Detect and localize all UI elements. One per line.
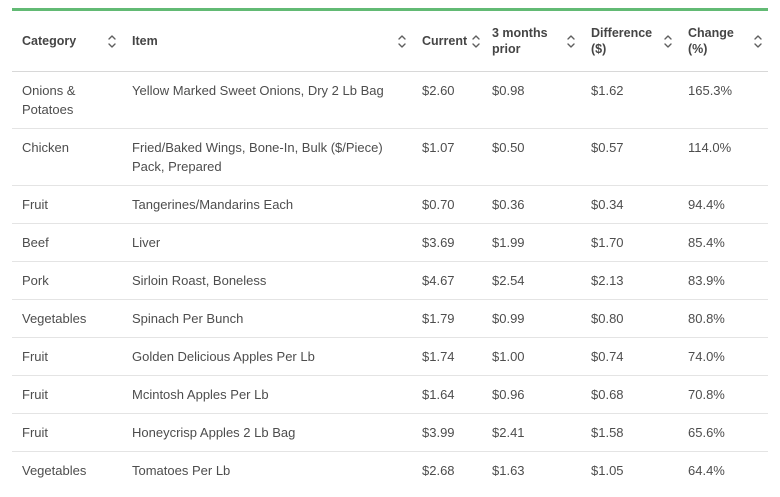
cell-current: $2.68 bbox=[422, 463, 455, 478]
table-row: Pork Sirloin Roast, Boneless $4.67 $2.54 $2.… bbox=[12, 261, 768, 300]
cell-prior: $0.99 bbox=[482, 299, 581, 338]
cell-difference: $0.68 bbox=[581, 375, 678, 414]
cell-current: $1.74 bbox=[412, 337, 482, 376]
cell-prior: $0.50 bbox=[482, 128, 581, 186]
price-change-table: Category Item Current bbox=[12, 11, 768, 489]
cell-change: 83.9% bbox=[678, 261, 768, 300]
table-header: Category Item Current bbox=[12, 11, 768, 72]
sort-icon-current[interactable] bbox=[471, 33, 481, 50]
cell-category: Fruit bbox=[12, 375, 122, 414]
cell-current: $1.07 bbox=[412, 128, 482, 186]
cell-item: Yellow Marked Sweet Onions, Dry 2 Lb Bag bbox=[122, 71, 412, 129]
cell-prior: $1.99 bbox=[482, 223, 581, 262]
cell-prior: $2.41 bbox=[482, 413, 581, 452]
cell-item: Spinach Per Bunch bbox=[122, 299, 412, 338]
cell-change: 165.3% bbox=[678, 71, 768, 129]
sort-icon-category[interactable] bbox=[107, 33, 117, 50]
price-change-table-container: Category Item Current bbox=[12, 8, 768, 489]
cell-difference: $1.58 bbox=[581, 413, 678, 452]
cell-prior: $2.54 bbox=[482, 261, 581, 300]
cell-current: $2.60 bbox=[412, 71, 482, 129]
cell-change: 85.4% bbox=[678, 223, 768, 262]
cell-category: Fruit bbox=[12, 185, 122, 224]
cell-current: $3.69 bbox=[412, 223, 482, 262]
cell-difference: $0.80 bbox=[581, 299, 678, 338]
cell-difference: $1.62 bbox=[581, 71, 678, 129]
column-label-3-months-prior: 3 months prior bbox=[492, 26, 548, 56]
cell-item: Fried/Baked Wings, Bone-In, Bulk ($/Piec… bbox=[122, 128, 412, 186]
cell-item: Mcintosh Apples Per Lb bbox=[122, 375, 412, 414]
cell-difference: $0.57 bbox=[581, 128, 678, 186]
cell-change: 64.4% bbox=[688, 463, 725, 478]
column-header-current[interactable]: Current bbox=[412, 11, 482, 72]
cell-difference: $1.05 bbox=[591, 463, 624, 478]
column-header-difference[interactable]: Difference ($) bbox=[581, 11, 678, 72]
cell-difference: $0.34 bbox=[581, 185, 678, 224]
cell-current: $1.64 bbox=[412, 375, 482, 414]
table-row: Onions & Potatoes Yellow Marked Sweet Oni… bbox=[12, 71, 768, 129]
cell-prior: $0.98 bbox=[482, 71, 581, 129]
table-row: Beef Liver $3.69 $1.99 $1.70 85.4% bbox=[12, 223, 768, 262]
cell-current: $0.70 bbox=[412, 185, 482, 224]
column-label-difference: Difference ($) bbox=[591, 26, 653, 56]
cell-category: Onions & Potatoes bbox=[12, 71, 122, 129]
cell-change: 74.0% bbox=[678, 337, 768, 376]
sort-icon-item[interactable] bbox=[397, 33, 407, 50]
cell-item: Honeycrisp Apples 2 Lb Bag bbox=[122, 413, 412, 452]
table-row: Fruit Honeycrisp Apples 2 Lb Bag $3.99 $2.4… bbox=[12, 413, 768, 452]
cell-item: Liver bbox=[122, 223, 412, 262]
column-label-current: Current bbox=[422, 34, 468, 48]
cell-current: $4.67 bbox=[412, 261, 482, 300]
cell-prior: $1.63 bbox=[492, 463, 525, 478]
column-label-item: Item bbox=[132, 34, 158, 48]
cell-item: Tangerines/Mandarins Each bbox=[122, 185, 412, 224]
column-header-item[interactable]: Item bbox=[122, 11, 412, 72]
cell-prior: $1.00 bbox=[482, 337, 581, 376]
cell-item: Tomatoes Per Lb bbox=[132, 463, 231, 478]
header-row: Category Item Current bbox=[12, 11, 768, 72]
cell-prior: $0.36 bbox=[482, 185, 581, 224]
column-label-change: Change (%) bbox=[688, 26, 734, 56]
column-header-3-months-prior[interactable]: 3 months prior bbox=[482, 11, 581, 72]
cell-current: $3.99 bbox=[412, 413, 482, 452]
cell-category: Vegetables bbox=[22, 463, 87, 478]
cell-item: Sirloin Roast, Boneless bbox=[122, 261, 412, 300]
cell-category: Fruit bbox=[12, 413, 122, 452]
table-row: Fruit Mcintosh Apples Per Lb $1.64 $0.96 $0.… bbox=[12, 375, 768, 414]
cell-change: 94.4% bbox=[678, 185, 768, 224]
column-label-category: Category bbox=[22, 34, 77, 48]
cell-prior: $0.96 bbox=[482, 375, 581, 414]
column-header-change[interactable]: Change (%) bbox=[678, 11, 768, 72]
table-row: Vegetables Spinach Per Bunch $1.79 $0.99 $0.… bbox=[12, 299, 768, 338]
cell-difference: $0.74 bbox=[581, 337, 678, 376]
table-row: Chicken Fried/Baked Wings, Bone-In, Bulk … bbox=[12, 128, 768, 186]
cell-difference: $1.70 bbox=[581, 223, 678, 262]
cell-change: 65.6% bbox=[678, 413, 768, 452]
sort-icon-change[interactable] bbox=[753, 33, 763, 50]
cell-category: Vegetables bbox=[12, 299, 122, 338]
cell-category: Chicken bbox=[12, 128, 122, 186]
table-body: Onions & Potatoes Yellow Marked Sweet Oni… bbox=[12, 71, 768, 490]
cell-difference: $2.13 bbox=[581, 261, 678, 300]
cell-item: Golden Delicious Apples Per Lb bbox=[122, 337, 412, 376]
cell-change: 80.8% bbox=[678, 299, 768, 338]
sort-icon-difference[interactable] bbox=[663, 33, 673, 50]
column-header-category[interactable]: Category bbox=[12, 11, 122, 72]
cell-current: $1.79 bbox=[412, 299, 482, 338]
cell-category: Fruit bbox=[12, 337, 122, 376]
cell-change: 70.8% bbox=[678, 375, 768, 414]
cell-category: Beef bbox=[12, 223, 122, 262]
table-row: Fruit Tangerines/Mandarins Each $0.70 $0.36… bbox=[12, 185, 768, 224]
table-row: Vegetables Tomatoes Per Lb $2.68 $1.63 $1.05… bbox=[12, 452, 768, 490]
sort-icon-3-months-prior[interactable] bbox=[566, 33, 576, 50]
table-row: Fruit Golden Delicious Apples Per Lb $1.74… bbox=[12, 337, 768, 376]
cell-change: 114.0% bbox=[678, 128, 768, 186]
cell-category: Pork bbox=[12, 261, 122, 300]
